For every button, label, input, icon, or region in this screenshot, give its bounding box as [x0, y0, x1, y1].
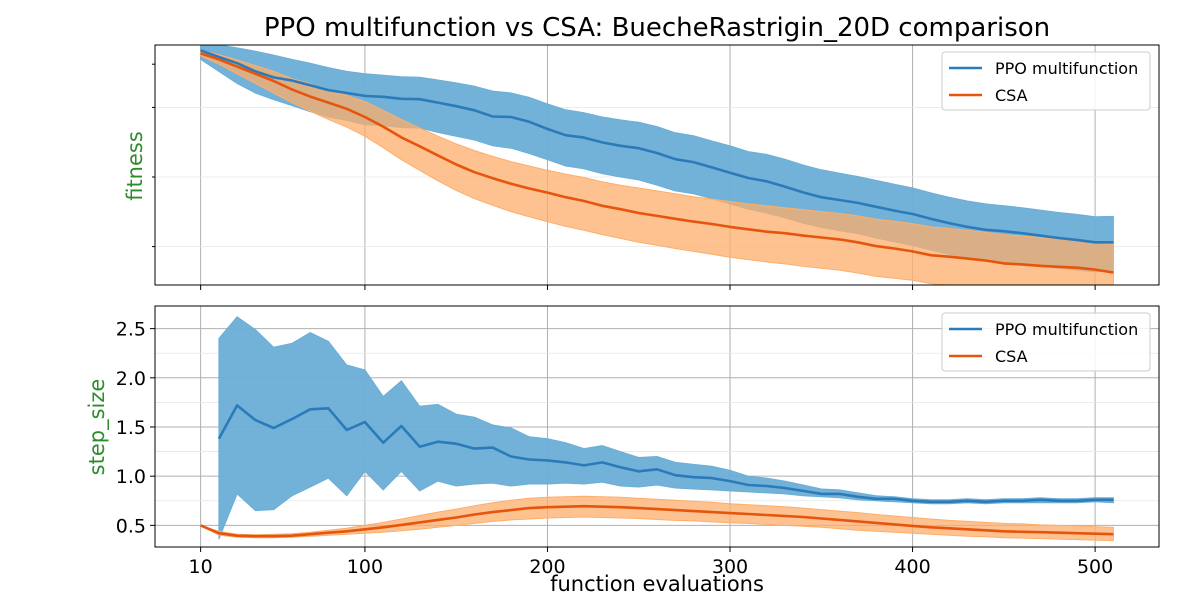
chart-title: PPO multifunction vs CSA: BuecheRastrigi…: [264, 13, 1050, 43]
legend-box: [941, 51, 1151, 111]
csa-legend-label: CSA: [995, 347, 1028, 366]
y-tick-label: 2.0: [116, 368, 146, 390]
x-axis-label: function evaluations: [550, 572, 764, 596]
fitness-y-axis-label: fitness: [123, 131, 147, 201]
legend-box: [941, 312, 1151, 372]
step-size-y-axis-label: step_size: [85, 379, 110, 476]
step-size-legend: PPO multifunction CSA: [941, 312, 1151, 372]
x-tick-label: 300: [712, 556, 748, 578]
ppo-multifunction-legend-label: PPO multifunction: [995, 59, 1138, 78]
step-size-axes-frame: [154, 305, 1160, 548]
x-tick-label: 500: [1077, 556, 1113, 578]
x-tick-label: 100: [347, 556, 383, 578]
step-size-panel: 10 100 200 300 400 500 0.5 1.0 1.5 2.0 2.5 step_si…: [85, 305, 1160, 578]
fitness-panel: fitness PPO multifunction CSA: [123, 44, 1160, 290]
ppo-multifunction-mean-line: [217, 404, 1114, 504]
y-tick-label: 0.5: [116, 515, 146, 537]
fitness-lines: [200, 49, 1114, 274]
csa-mean-line: [200, 504, 1114, 538]
fitness-axes-frame: [154, 44, 1160, 286]
fitness-legend: PPO multifunction CSA: [941, 51, 1151, 111]
ppo-multifunction-legend-label: PPO multifunction: [995, 320, 1138, 339]
x-tick-label: 400: [894, 556, 930, 578]
x-tick-label: 10: [189, 556, 213, 578]
y-tick-label: 1.5: [116, 417, 146, 439]
csa-confidence-band: [200, 49, 1114, 285]
csa-mean-line: [200, 52, 1114, 274]
y-tick-label: 2.5: [116, 319, 146, 341]
x-tick-label: 200: [529, 556, 565, 578]
csa-legend-label: CSA: [995, 86, 1028, 105]
step-size-lines: [200, 404, 1114, 538]
y-tick-label: 1.0: [116, 466, 146, 488]
step-size-ticks: 10 100 200 300 400 500 0.5 1.0 1.5 2.0 2.5: [116, 319, 1113, 578]
